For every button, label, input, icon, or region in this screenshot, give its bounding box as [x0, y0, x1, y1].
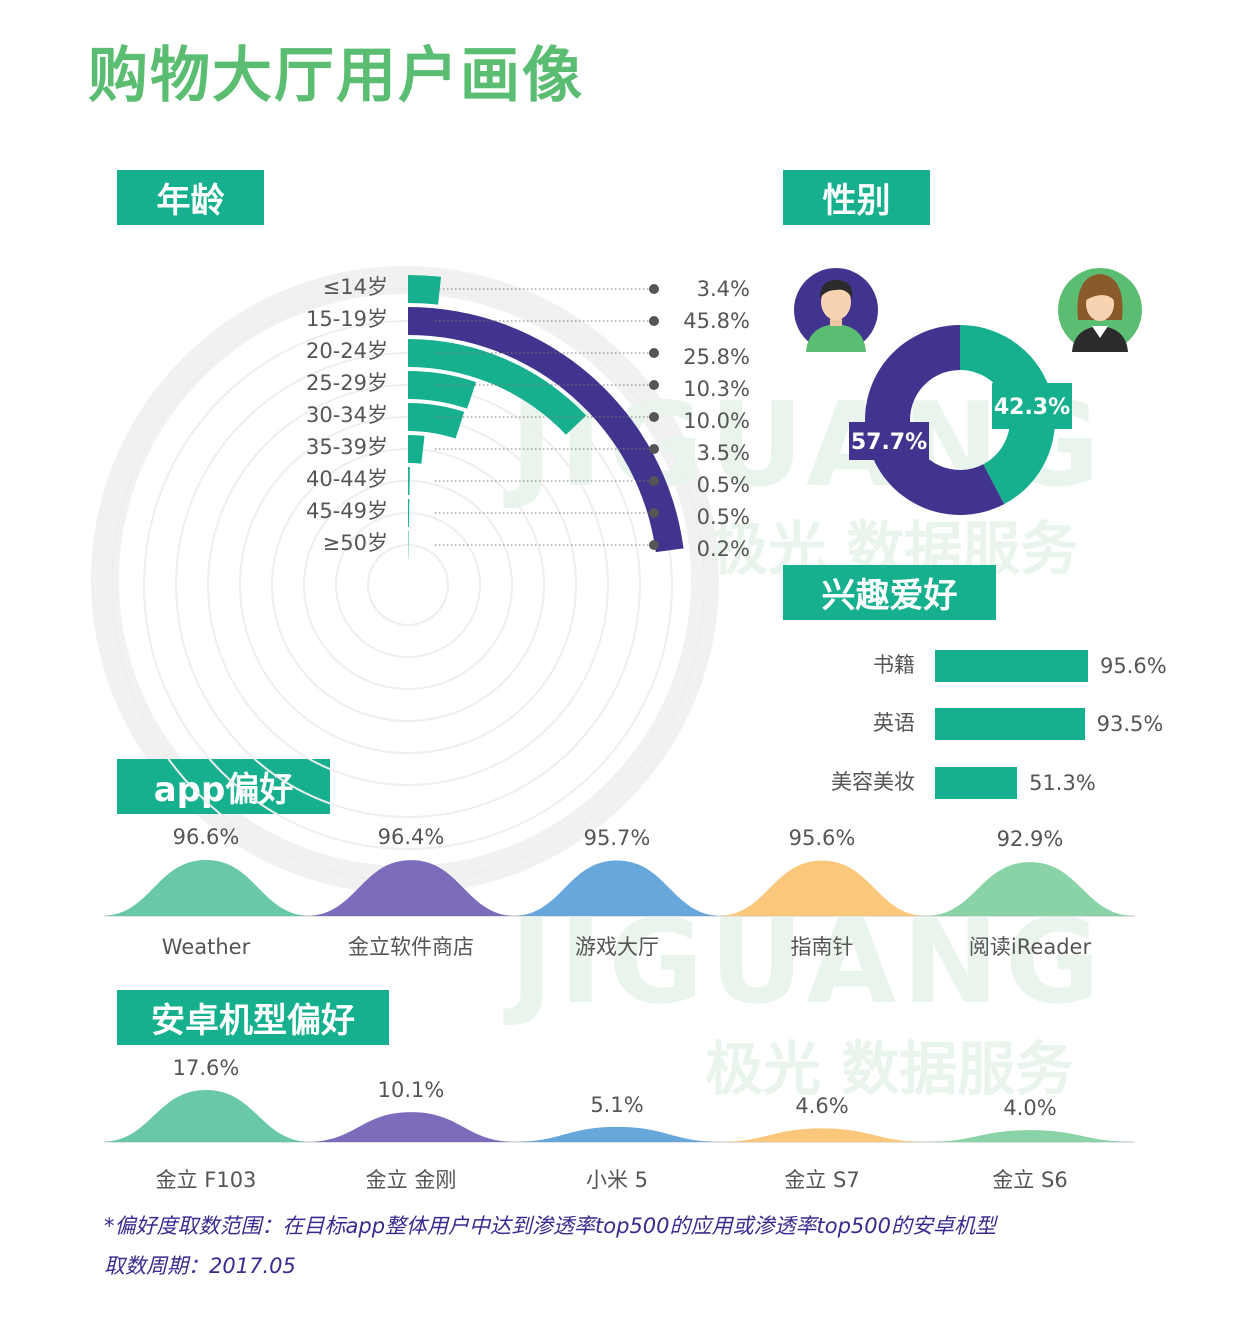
device-area-2 [512, 1126, 722, 1142]
device-category-label: 金立 F103 [155, 1168, 257, 1192]
watermark-service-2: 极光 数据服务 [705, 1035, 1074, 1103]
app-category-label: 指南针 [790, 935, 854, 959]
age-category-label: 35-39岁 [305, 435, 388, 459]
device-area-4 [925, 1130, 1135, 1142]
section-gender-tag: 性别 [783, 170, 930, 225]
device-area-1 [306, 1112, 516, 1142]
app-area-1 [306, 860, 516, 916]
interest-value-label: 93.5% [1096, 712, 1164, 736]
age-bar-5 [408, 435, 425, 464]
interest-bar-2 [935, 767, 1018, 799]
interest-category-label: 书籍 [873, 653, 915, 677]
age-category-label: 30-34岁 [305, 403, 388, 427]
app-category-label: 金立软件商店 [348, 935, 474, 959]
age-dot-8 [649, 540, 659, 550]
age-dot-6 [649, 476, 659, 486]
age-bar-8 [408, 531, 409, 560]
age-dot-7 [649, 508, 659, 518]
gender-slice-male [865, 325, 1005, 515]
footnote-line2: 取数周期：2017.05 [104, 1254, 296, 1278]
age-category-label: ≥50岁 [322, 531, 388, 555]
device-area-0 [101, 1090, 311, 1142]
female-avatar-icon [1058, 268, 1142, 352]
app-area-0 [101, 860, 311, 916]
male-avatar-icon [794, 268, 878, 352]
age-dot-2 [649, 348, 659, 358]
interest-category-label: 英语 [873, 711, 915, 735]
gender-male-label: 57.7% [851, 430, 927, 455]
gender-female-label-bg [992, 383, 1072, 429]
gender-female-label: 42.3% [994, 395, 1070, 420]
age-category-label: 25-29岁 [305, 371, 388, 395]
device-value-label: 4.6% [795, 1094, 849, 1119]
age-category-label: 20-24岁 [305, 339, 388, 363]
interest-category-label: 美容美妆 [831, 770, 915, 794]
device-category-label: 小米 5 [585, 1168, 649, 1192]
device-value-label: 17.6% [172, 1056, 240, 1080]
age-value-label: 0.5% [696, 505, 750, 529]
age-dot-3 [649, 380, 659, 390]
age-category-label: ≤14岁 [322, 275, 388, 299]
age-bar-3 [408, 371, 477, 409]
age-value-label: 10.0% [683, 409, 750, 433]
app-category-label: 游戏大厅 [575, 935, 659, 959]
app-area-4 [925, 862, 1135, 916]
section-age-tag: 年龄 [117, 170, 264, 225]
age-value-label: 10.3% [683, 377, 750, 401]
app-category-label: Weather [161, 935, 251, 959]
watermark-brand-2: JIGUANG [510, 895, 1107, 1030]
interest-value-label: 95.6% [1099, 654, 1167, 678]
age-bar-0 [408, 275, 442, 305]
age-bar-7 [408, 499, 410, 528]
footnote-line1: *偏好度取数范围：在目标app整体用户中达到渗透率top500的应用或渗透率to… [104, 1214, 997, 1238]
app-value-label: 95.6% [788, 825, 856, 850]
age-bar-1 [408, 307, 684, 553]
age-value-label: 45.8% [683, 309, 750, 333]
interest-bar-0 [935, 650, 1088, 682]
age-bar-2 [408, 339, 587, 435]
age-value-label: 3.5% [696, 441, 750, 465]
device-category-label: 金立 金刚 [365, 1168, 457, 1192]
device-value-label: 5.1% [590, 1092, 644, 1117]
device-area-3 [717, 1128, 927, 1142]
age-value-label: 0.2% [696, 537, 750, 561]
age-dot-4 [649, 412, 659, 422]
age-dot-0 [649, 284, 659, 294]
age-category-label: 15-19岁 [305, 307, 388, 331]
app-value-label: 92.9% [996, 827, 1064, 852]
device-category-label: 金立 S6 [992, 1168, 1068, 1192]
age-value-label: 3.4% [696, 277, 750, 301]
age-value-label: 25.8% [683, 345, 750, 369]
interest-bar-1 [935, 708, 1085, 740]
age-bar-6 [408, 467, 410, 496]
age-category-label: 40-44岁 [305, 467, 388, 491]
device-value-label: 4.0% [1003, 1096, 1057, 1121]
app-area-3 [717, 860, 927, 916]
age-dot-5 [649, 444, 659, 454]
section-device-tag: 安卓机型偏好 [117, 990, 389, 1045]
app-area-2 [512, 860, 722, 916]
gender-slice-female [960, 324, 1055, 505]
page-title: 购物大厅用户画像 [88, 41, 584, 111]
age-category-label: 45-49岁 [305, 499, 388, 523]
age-dot-1 [649, 316, 659, 326]
app-value-label: 96.6% [172, 825, 240, 849]
age-value-label: 0.5% [696, 473, 750, 497]
device-category-label: 金立 S7 [784, 1168, 860, 1192]
interest-value-label: 51.3% [1029, 771, 1096, 795]
device-value-label: 10.1% [377, 1078, 445, 1103]
app-category-label: 阅读iReader [968, 935, 1092, 959]
app-value-label: 95.7% [583, 825, 651, 850]
age-bar-4 [408, 403, 465, 439]
app-value-label: 96.4% [377, 825, 445, 850]
section-interest-tag: 兴趣爱好 [783, 565, 996, 620]
gender-male-label-bg [849, 422, 929, 460]
